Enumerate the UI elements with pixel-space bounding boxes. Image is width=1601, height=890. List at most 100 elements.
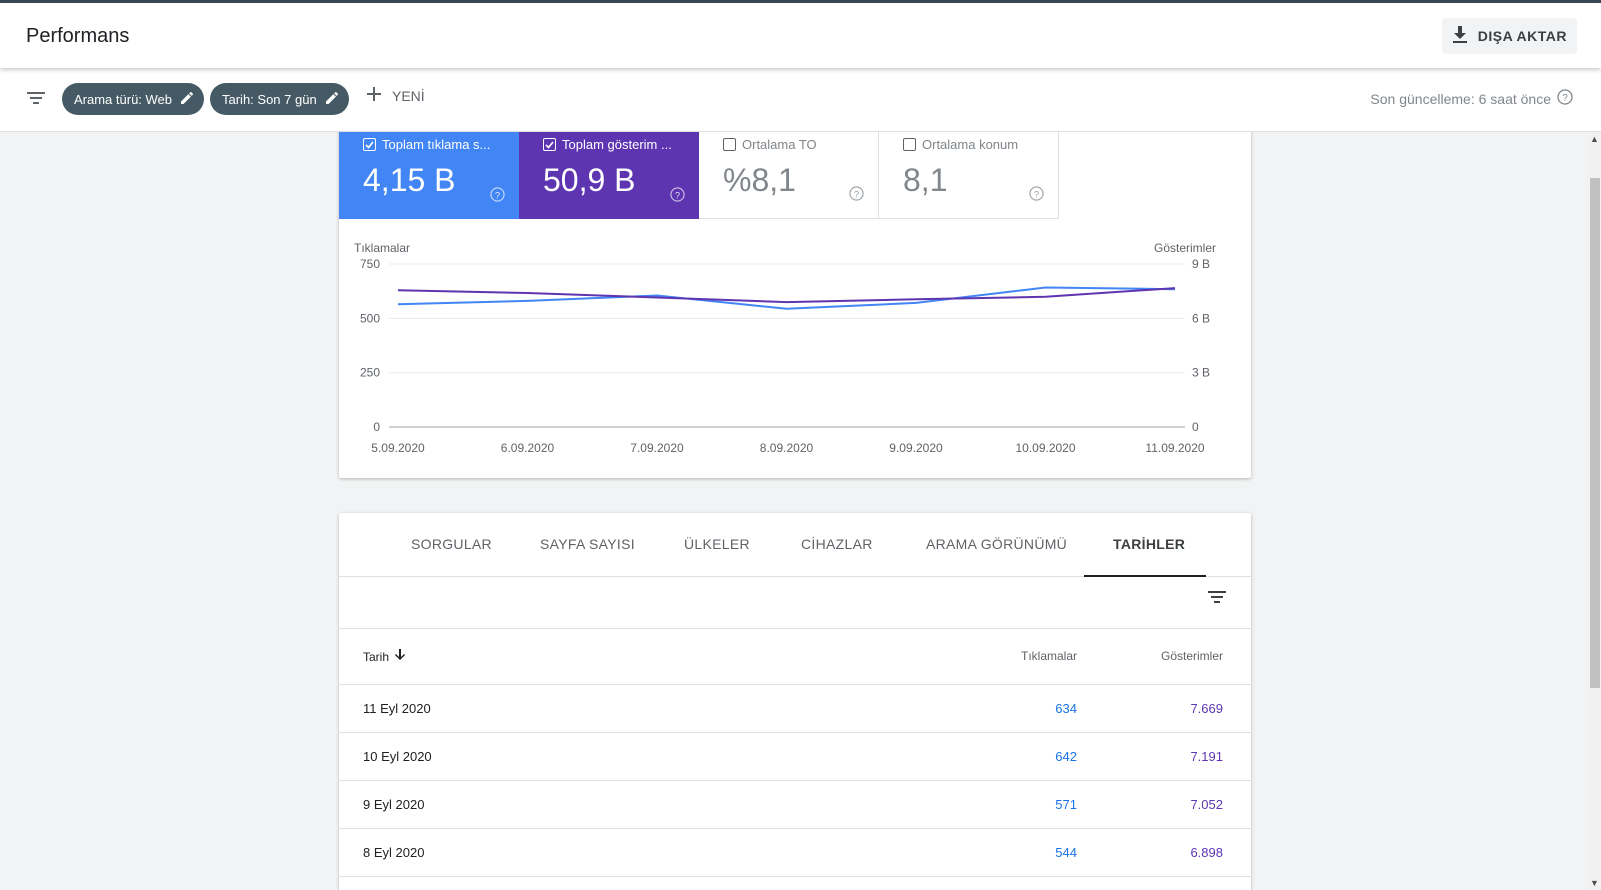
metric-value: 8,1 xyxy=(903,162,948,198)
y-left-tick-label: 250 xyxy=(360,366,380,380)
help-icon[interactable]: ? xyxy=(1557,89,1573,108)
y-left-axis-label: Tıklamalar xyxy=(354,241,410,255)
help-icon[interactable]: ? xyxy=(490,187,505,207)
filter-bar: Arama türü: Web Tarih: Son 7 gün YENİ So… xyxy=(0,68,1601,132)
svg-text:?: ? xyxy=(854,189,859,199)
column-header-clicks[interactable]: Tıklamalar xyxy=(1020,649,1077,663)
cell-clicks: 544 xyxy=(1055,845,1077,860)
column-header-label: Tarih xyxy=(363,649,390,664)
x-tick-label: 10.09.2020 xyxy=(1015,441,1075,455)
metric-label: Ortalama TO xyxy=(742,137,817,152)
x-tick-label: 6.09.2020 xyxy=(501,441,555,455)
performance-line-chart: Tıklamalar Gösterimler 0 0 250 3 B 500 6 B 750 9 … xyxy=(354,241,1216,455)
x-tick-label: 9.09.2020 xyxy=(889,441,943,455)
filter-icon[interactable] xyxy=(1207,589,1227,610)
scroll-up-icon[interactable]: ▲ xyxy=(1590,134,1599,144)
metric-total-impressions[interactable]: Toplam gösterim ... 50,9 B ? xyxy=(519,132,699,219)
x-tick-label: 5.09.2020 xyxy=(371,441,425,455)
svg-text:?: ? xyxy=(675,190,680,200)
help-icon[interactable]: ? xyxy=(1029,186,1044,206)
page-title: Performans xyxy=(26,25,130,47)
metric-total-clicks[interactable]: Toplam tıklama s... 4,15 B ? xyxy=(339,132,519,219)
dimension-tabs: SORGULAR SAYFA SAYISI ÜLKELER CİHAZLAR A… xyxy=(339,513,1251,577)
table-row[interactable]: 8 Eyl 2020 544 6.898 xyxy=(339,829,1251,877)
y-right-tick-label: 0 xyxy=(1192,420,1199,434)
help-icon[interactable]: ? xyxy=(849,186,864,206)
x-tick-label: 7.09.2020 xyxy=(630,441,684,455)
tab-search-appearance[interactable]: ARAMA GÖRÜNÜMÜ xyxy=(926,536,1068,552)
dimension-table-card: SORGULAR SAYFA SAYISI ÜLKELER CİHAZLAR A… xyxy=(339,513,1251,890)
tab-queries[interactable]: SORGULAR xyxy=(411,536,492,552)
checkbox-checked-icon[interactable] xyxy=(363,138,376,151)
new-label: YENİ xyxy=(392,87,425,104)
cell-impressions: 6.898 xyxy=(1190,845,1223,860)
active-tab-indicator xyxy=(1084,575,1206,577)
metric-value: 4,15 B xyxy=(363,162,456,198)
tab-countries[interactable]: ÜLKELER xyxy=(684,536,750,552)
checkbox-unchecked-icon[interactable] xyxy=(903,138,916,151)
impressions-series-line xyxy=(397,287,1176,304)
x-tick-label: 8.09.2020 xyxy=(760,441,814,455)
y-left-tick-label: 500 xyxy=(360,311,380,325)
filter-icon[interactable] xyxy=(26,90,46,111)
cell-clicks: 634 xyxy=(1055,701,1077,716)
export-button[interactable]: DIŞA AKTAR xyxy=(1441,18,1577,54)
vertical-scrollbar[interactable]: ▲ ▼ xyxy=(1587,132,1601,890)
y-left-tick-label: 0 xyxy=(373,420,380,434)
tab-dates[interactable]: TARİHLER xyxy=(1113,536,1186,552)
chip-label: Tarih: Son 7 gün xyxy=(222,91,317,107)
metric-average-position[interactable]: Ortalama konum 8,1 ? xyxy=(879,132,1059,219)
checkbox-unchecked-icon[interactable] xyxy=(723,138,736,151)
main-content: Toplam tıklama s... 4,15 B ? Toplam göst… xyxy=(0,132,1601,890)
column-header-impressions[interactable]: Gösterimler xyxy=(1160,649,1223,663)
edit-icon[interactable] xyxy=(325,91,339,108)
cell-impressions: 7.191 xyxy=(1190,749,1223,764)
table-filter-bar xyxy=(339,577,1251,629)
arrow-down-icon xyxy=(395,649,406,664)
cell-impressions: 7.669 xyxy=(1190,701,1223,716)
table-header: Tarih Tıklamalar Gösterimler xyxy=(339,629,1251,685)
tab-devices[interactable]: CİHAZLAR xyxy=(801,536,873,552)
checkbox-checked-icon[interactable] xyxy=(543,138,556,151)
metric-label: Toplam gösterim ... xyxy=(562,137,672,152)
last-updated: Son güncelleme: 6 saat önce ? xyxy=(1370,89,1573,108)
date-chip[interactable]: Tarih: Son 7 gün xyxy=(210,83,349,115)
metric-label: Toplam tıklama s... xyxy=(382,137,491,152)
column-header-date[interactable]: Tarih xyxy=(363,649,406,664)
cell-date: 8 Eyl 2020 xyxy=(363,845,425,860)
svg-text:?: ? xyxy=(1562,93,1568,104)
cell-date: 11 Eyl 2020 xyxy=(363,701,431,716)
x-tick-label: 11.09.2020 xyxy=(1145,441,1204,455)
cell-date: 10 Eyl 2020 xyxy=(363,749,432,764)
y-right-tick-label: 3 B xyxy=(1192,366,1210,380)
scrollbar-thumb[interactable] xyxy=(1590,178,1600,688)
edit-icon[interactable] xyxy=(180,91,194,108)
new-filter-button[interactable]: YENİ xyxy=(366,86,425,105)
metric-average-ctr[interactable]: Ortalama TO %8,1 ? xyxy=(699,132,879,219)
help-icon[interactable]: ? xyxy=(670,187,685,207)
table-row[interactable]: 9 Eyl 2020 571 7.052 xyxy=(339,781,1251,829)
cell-clicks: 571 xyxy=(1055,797,1077,812)
metric-label: Ortalama konum xyxy=(922,137,1019,152)
y-left-tick-label: 750 xyxy=(360,257,380,271)
metric-value: 50,9 B xyxy=(543,162,636,198)
performance-chart-card: Toplam tıklama s... 4,15 B ? Toplam göst… xyxy=(339,132,1251,478)
chip-label: Arama türü: Web xyxy=(74,91,173,107)
search-type-chip[interactable]: Arama türü: Web xyxy=(62,83,205,115)
cell-date: 9 Eyl 2020 xyxy=(363,797,425,812)
cell-impressions: 7.052 xyxy=(1190,797,1223,812)
scroll-down-icon[interactable]: ▼ xyxy=(1590,878,1599,888)
app-header: Performans DIŞA AKTAR xyxy=(0,0,1601,68)
clicks-series-line xyxy=(397,286,1176,310)
y-right-tick-label: 6 B xyxy=(1192,311,1210,325)
table-row[interactable]: 11 Eyl 2020 634 7.669 xyxy=(339,685,1251,733)
metric-value: %8,1 xyxy=(723,162,796,198)
plus-icon xyxy=(366,86,382,105)
table-row[interactable]: 10 Eyl 2020 642 7.191 xyxy=(339,733,1251,781)
export-label: DIŞA AKTAR xyxy=(1477,28,1567,44)
cell-clicks: 642 xyxy=(1055,749,1077,764)
download-icon xyxy=(1452,25,1468,47)
svg-text:?: ? xyxy=(1034,189,1039,199)
tab-pages[interactable]: SAYFA SAYISI xyxy=(540,536,635,552)
svg-text:?: ? xyxy=(495,190,500,200)
